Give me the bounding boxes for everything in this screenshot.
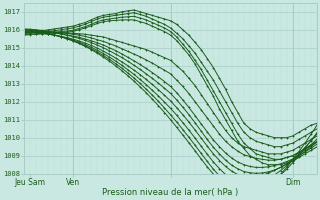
X-axis label: Pression niveau de la mer( hPa ): Pression niveau de la mer( hPa ) [102, 188, 239, 197]
